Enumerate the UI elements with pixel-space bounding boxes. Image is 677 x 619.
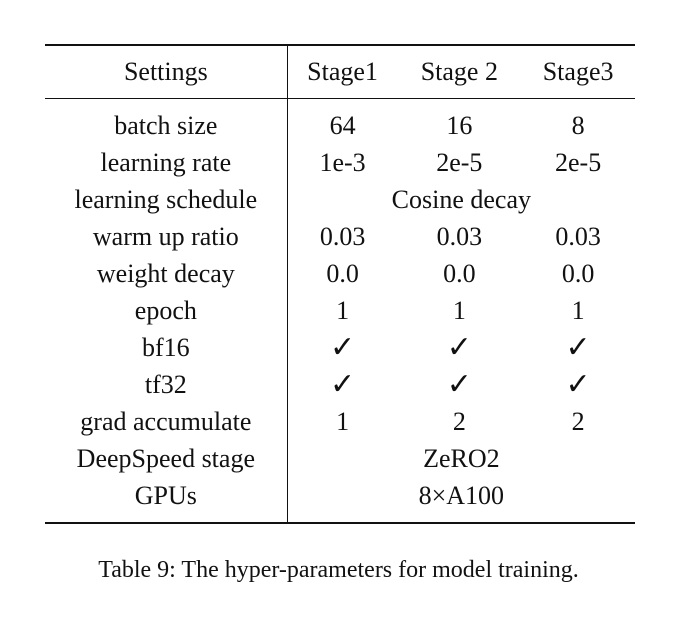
table-row: DeepSpeed stage ZeRO2 bbox=[45, 440, 635, 477]
row-label: DeepSpeed stage bbox=[45, 440, 288, 477]
value-cell: 1 bbox=[336, 406, 350, 436]
spacer-cell bbox=[287, 99, 397, 108]
checkmark-icon: ✓ bbox=[565, 329, 591, 365]
value-cell: 0.0 bbox=[443, 258, 476, 288]
value-cell: 2e-5 bbox=[436, 147, 483, 177]
table-row: GPUs 8×A100 bbox=[45, 477, 635, 514]
checkmark-icon: ✓ bbox=[446, 366, 472, 402]
value-cell: 1 bbox=[336, 295, 350, 325]
header-stage1: Stage1 bbox=[307, 57, 378, 86]
table-row: batch size 64 16 8 bbox=[45, 107, 635, 144]
spacer-row bbox=[45, 98, 635, 108]
row-label: learning rate bbox=[45, 144, 288, 181]
table-header: Settings Stage1 Stage 2 Stage3 bbox=[45, 45, 635, 99]
spacer-cell bbox=[397, 514, 521, 523]
header-settings: Settings bbox=[45, 45, 288, 99]
value-cell: 0.0 bbox=[561, 258, 595, 288]
table-body: batch size 64 16 8 learning rate 1e-3 2e-5 2e-5… bbox=[45, 107, 635, 514]
value-cell: 1e-3 bbox=[319, 147, 366, 177]
value-cell: 16 bbox=[446, 110, 473, 140]
table-row: learning rate 1e-3 2e-5 2e-5 bbox=[45, 144, 635, 181]
row-label: tf32 bbox=[45, 366, 288, 403]
checkmark-icon: ✓ bbox=[446, 329, 472, 365]
checkmark-icon: ✓ bbox=[329, 329, 356, 365]
header-row: Settings Stage1 Stage 2 Stage3 bbox=[45, 45, 635, 99]
value-cell: 8 bbox=[571, 110, 585, 140]
hyperparameter-table: Settings Stage1 Stage 2 Stage3 batch siz… bbox=[45, 44, 635, 524]
spacer-row bbox=[45, 514, 635, 523]
value-cell: 2 bbox=[452, 406, 466, 436]
row-label: warm up ratio bbox=[45, 218, 288, 255]
value-cell: 0.03 bbox=[555, 221, 601, 251]
merged-value-cell: Cosine decay bbox=[391, 184, 531, 214]
row-label: grad accumulate bbox=[45, 403, 288, 440]
checkmark-icon: ✓ bbox=[565, 366, 591, 402]
table-row: grad accumulate 1 2 2 bbox=[45, 403, 635, 440]
row-label: batch size bbox=[45, 107, 288, 144]
row-label: epoch bbox=[45, 292, 288, 329]
spacer-cell bbox=[521, 99, 635, 108]
value-cell: 2e-5 bbox=[555, 147, 602, 177]
row-label: learning schedule bbox=[45, 181, 288, 218]
table-row: learning schedule Cosine decay bbox=[45, 181, 635, 218]
spacer-cell bbox=[397, 99, 521, 108]
value-cell: 0.03 bbox=[436, 221, 483, 251]
spacer-cell bbox=[521, 514, 635, 523]
table-caption: Table 9: The hyper-parameters for model … bbox=[98, 557, 579, 583]
table-row: tf32 ✓ ✓ ✓ bbox=[45, 366, 635, 403]
value-cell: 1 bbox=[452, 295, 466, 325]
header-stage2: Stage 2 bbox=[420, 57, 498, 86]
value-cell: 0.03 bbox=[319, 221, 366, 251]
header-stage3: Stage3 bbox=[542, 57, 614, 86]
spacer-cell bbox=[45, 98, 288, 107]
spacer-cell bbox=[287, 514, 397, 523]
checkmark-icon: ✓ bbox=[329, 366, 356, 402]
row-label: GPUs bbox=[45, 477, 288, 514]
row-label: weight decay bbox=[45, 255, 288, 292]
table-row: bf16 ✓ ✓ ✓ bbox=[45, 329, 635, 366]
value-cell: 1 bbox=[571, 295, 585, 325]
merged-value-cell: 8×A100 bbox=[418, 480, 505, 510]
spacer-cell bbox=[45, 514, 288, 523]
table-row: epoch 1 1 1 bbox=[45, 292, 635, 329]
hyperparameter-table-container: Settings Stage1 Stage 2 Stage3 batch siz… bbox=[45, 44, 635, 524]
value-cell: 64 bbox=[329, 110, 356, 140]
table-row: warm up ratio 0.03 0.03 0.03 bbox=[45, 218, 635, 255]
table-row: weight decay 0.0 0.0 0.0 bbox=[45, 255, 635, 292]
value-cell: 2 bbox=[571, 406, 585, 436]
table-spacer-bottom bbox=[45, 514, 635, 523]
row-label: bf16 bbox=[45, 329, 288, 366]
table-spacer-top bbox=[45, 98, 635, 108]
merged-value-cell: ZeRO2 bbox=[423, 443, 500, 473]
value-cell: 0.0 bbox=[326, 258, 359, 288]
